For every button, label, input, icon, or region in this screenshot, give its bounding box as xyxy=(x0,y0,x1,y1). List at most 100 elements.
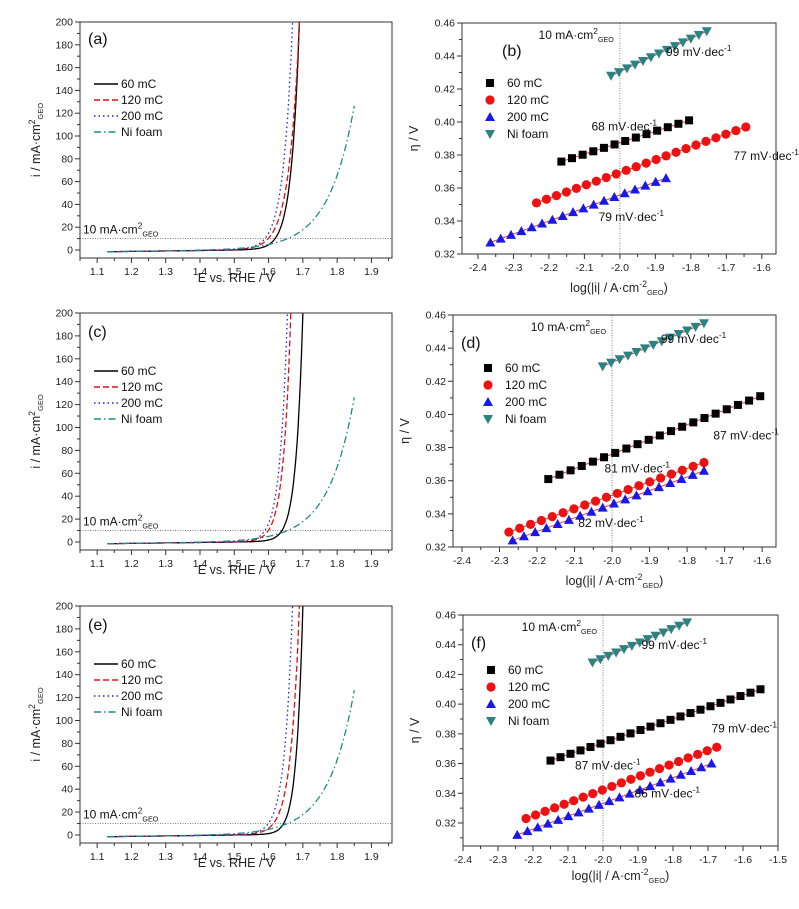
legend-label: 120 mC xyxy=(505,378,547,392)
x-tick-label: 1.9 xyxy=(364,558,379,570)
data-point xyxy=(542,818,553,828)
legend-marker xyxy=(483,397,493,406)
data-point xyxy=(555,470,564,479)
data-point xyxy=(611,648,622,658)
data-point xyxy=(702,746,712,756)
data-point xyxy=(614,792,625,802)
legend-label: 200 mC xyxy=(508,697,550,711)
data-point xyxy=(678,422,687,431)
x-tick-label: -2.0 xyxy=(611,262,629,274)
data-point xyxy=(644,435,653,444)
data-point xyxy=(594,799,605,809)
data-point xyxy=(530,527,541,537)
data-point xyxy=(633,440,642,449)
panel-a: 1.1 1.2 1.3 1.4 1.5 1.6 1.7 1.8 1.9 0 20 40 60 80 100 1… xyxy=(27,17,393,285)
y-tick-label: 0.44 xyxy=(426,343,447,355)
slope-annotation-sup: -1 xyxy=(650,117,658,127)
y-tick-label: 0.40 xyxy=(436,699,457,711)
data-point xyxy=(568,207,579,217)
y-axis-label: i / mA·cm2GEO xyxy=(27,394,45,468)
y-tick-label: 120 xyxy=(55,108,73,120)
y-tick-label: 140 xyxy=(55,669,73,681)
x-tick-label: 1.2 xyxy=(124,851,139,863)
y-tick-label: 40 xyxy=(61,784,73,796)
legend-label: 120 mC xyxy=(507,93,549,107)
y-tick-label: 0.36 xyxy=(426,475,447,487)
panel-label: (a) xyxy=(88,31,108,48)
legend-label: 200 mC xyxy=(121,689,163,703)
slope-annotation: 87 mV·dec-1 xyxy=(575,756,641,772)
data-point xyxy=(645,781,656,791)
x-tick-label: 1.1 xyxy=(90,266,105,278)
x-tick-label: 1.2 xyxy=(124,558,139,570)
series-line-200-mC xyxy=(107,313,289,545)
slope-annotation-main: 77 mV·dec xyxy=(733,149,791,163)
slope-annotation-sup: -1 xyxy=(700,636,708,646)
data-point xyxy=(676,712,685,721)
plot-area xyxy=(107,313,355,545)
data-point xyxy=(701,136,711,147)
x-axis-label-main: log(|i| / A·cm xyxy=(572,869,641,883)
x-tick-label: -2.1 xyxy=(559,854,577,866)
x-tick-label: 1.4 xyxy=(193,558,208,570)
slope-annotation: 79 mV·dec-1 xyxy=(712,719,778,735)
data-point xyxy=(655,777,666,787)
data-point xyxy=(731,125,741,136)
data-point xyxy=(525,519,536,529)
panel-label: (f) xyxy=(471,635,486,652)
data-point xyxy=(676,473,687,483)
y-tick-label: 0.36 xyxy=(435,183,456,195)
y-tick-label: 0 xyxy=(67,536,73,548)
data-point xyxy=(658,628,669,638)
y-tick-label: 0.46 xyxy=(426,310,447,322)
legend-label: 120 mC xyxy=(121,673,163,687)
legend-marker xyxy=(484,364,492,372)
plot-area xyxy=(107,22,355,253)
data-point xyxy=(547,512,557,522)
data-point xyxy=(712,742,722,752)
data-point xyxy=(569,504,579,514)
panel-d: -2.4 -2.3 -2.2 -2.1 -2.0 -1.9 -1.8 -1.7 -1.6 0.32… xyxy=(398,310,779,591)
data-point xyxy=(589,147,598,156)
data-point xyxy=(581,180,591,190)
y-axis-label-sup: 2 xyxy=(27,411,37,416)
data-point xyxy=(576,746,585,755)
y-tick-label: 0.32 xyxy=(435,249,456,261)
data-point xyxy=(698,465,709,475)
data-point xyxy=(677,38,688,48)
data-point xyxy=(571,183,581,193)
data-point xyxy=(733,400,742,409)
x-tick-label: -1.7 xyxy=(716,555,734,567)
data-point xyxy=(637,56,648,66)
data-point xyxy=(656,337,667,347)
x-tick-label: -2.2 xyxy=(524,854,542,866)
legend-marker xyxy=(485,130,495,139)
x-axis-label-main: E vs. RHE / V xyxy=(198,856,275,870)
data-point xyxy=(577,461,586,470)
data-point xyxy=(636,726,645,735)
x-tick-label: -1.6 xyxy=(753,262,771,274)
data-point xyxy=(716,698,725,707)
x-axis-label-sup: -2 xyxy=(639,279,647,289)
reference-line-label-main: 10 mA·cm xyxy=(83,808,138,822)
y-tick-label: 0.38 xyxy=(435,150,456,162)
y-tick-label: 0.40 xyxy=(435,117,456,129)
data-point xyxy=(682,618,692,628)
plot-frame xyxy=(452,314,777,548)
data-point xyxy=(722,405,731,414)
data-point xyxy=(611,448,620,457)
legend-label: Ni foam xyxy=(505,412,546,426)
data-point xyxy=(558,508,568,518)
data-point xyxy=(665,773,676,783)
reference-line-label-main: 10 mA·cm xyxy=(522,620,577,634)
slope-annotation-main: 99 mV·dec xyxy=(666,45,724,59)
legend-marker xyxy=(486,699,496,708)
data-point xyxy=(606,736,615,745)
data-point xyxy=(741,122,751,132)
x-axis-label: E vs. RHE / V xyxy=(198,271,275,285)
data-point xyxy=(578,150,587,159)
data-point xyxy=(661,151,671,161)
panel-c: 1.1 1.2 1.3 1.4 1.5 1.6 1.7 1.8 1.9 0 20 40 60 80 100 1… xyxy=(27,308,393,577)
data-point xyxy=(512,829,523,839)
data-point xyxy=(626,729,635,738)
